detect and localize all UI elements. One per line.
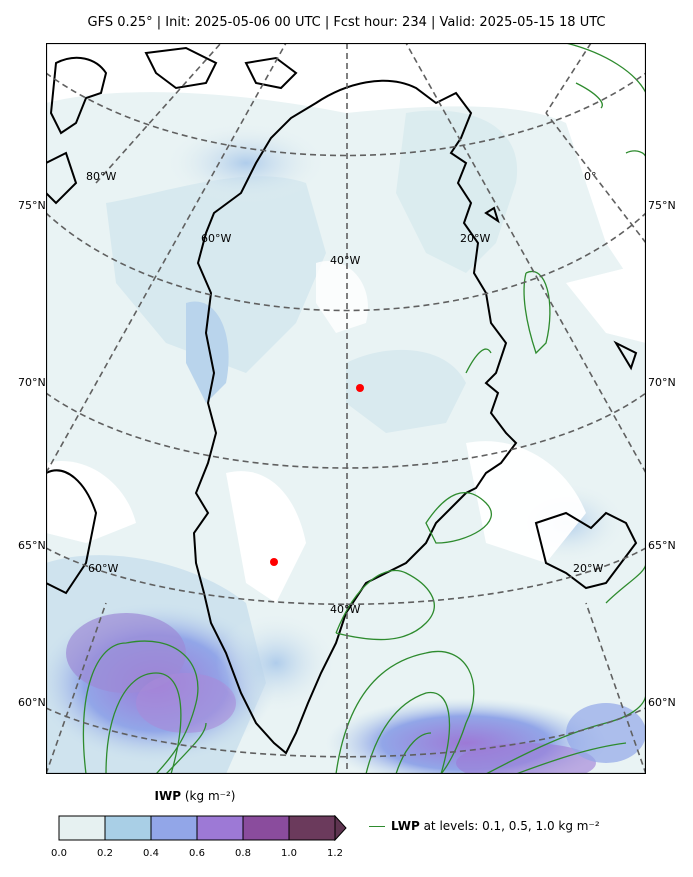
lon-label-60w-north: 60°W: [201, 232, 231, 245]
lon-label-0: 0°: [584, 170, 597, 183]
graticule-meridians: [46, 43, 646, 774]
lon-label-20w-south: 20°W: [573, 562, 603, 575]
colorbar-segment-5: [288, 815, 336, 841]
map-title: GFS 0.25° | Init: 2025-05-06 00 UTC | Fc…: [87, 15, 606, 30]
graticule-parallels: [46, 72, 646, 758]
colorbar-variable: IWP: [154, 789, 182, 803]
lwp-legend: LWP at levels: 0.1, 0.5, 1.0 kg m⁻²: [369, 819, 600, 833]
lat-label-left-75: 75°N: [18, 199, 46, 212]
lon-label-60w-south: 60°W: [88, 562, 118, 575]
colorbar-tick-5: 1.0: [281, 848, 297, 859]
colorbar-segment-4: [242, 815, 290, 841]
colorbar-tick-2: 0.4: [143, 848, 159, 859]
lwp-legend-variable: LWP: [391, 819, 420, 833]
lat-label-left-60: 60°N: [18, 696, 46, 709]
lwp-legend-text: at levels: 0.1, 0.5, 1.0 kg m⁻²: [423, 819, 600, 833]
coastline: [46, 46, 638, 755]
colorbar-title: IWP (kg m⁻²): [110, 789, 280, 803]
colorbar-tick-4: 0.8: [235, 848, 251, 859]
colorbar-tick-0: 0.0: [51, 848, 67, 859]
lat-label-right-65: 65°N: [648, 539, 676, 552]
lat-label-right-75: 75°N: [648, 199, 676, 212]
colorbar-tick-3: 0.6: [189, 848, 205, 859]
lon-label-40w-south: 40°W: [330, 603, 360, 616]
colorbar-ticks: 0.0 0.2 0.4 0.6 0.8 1.0 1.2: [0, 848, 693, 864]
lon-label-80w: 80°W: [86, 170, 116, 183]
lon-label-20w-north: 20°W: [460, 232, 490, 245]
map-canvas: 80°W 60°W 40°W 20°W 0° 60°W 40°W 20°W: [46, 43, 646, 774]
colorbar-extend-arrow: [334, 815, 347, 841]
iwp-field: [46, 43, 646, 774]
colorbar-segment-3: [196, 815, 244, 841]
red-dot-south: [270, 558, 278, 566]
map-panel: 80°W 60°W 40°W 20°W 0° 60°W 40°W 20°W: [46, 43, 646, 774]
colorbar-tick-6: 1.2: [327, 848, 343, 859]
lat-label-left-70: 70°N: [18, 376, 46, 389]
red-dot-north: [356, 384, 364, 392]
lat-label-right-70: 70°N: [648, 376, 676, 389]
colorbar-segment-2: [150, 815, 198, 841]
lat-label-right-60: 60°N: [648, 696, 676, 709]
colorbar-units: (kg m⁻²): [184, 789, 236, 803]
map-frame: [46, 43, 646, 774]
colorbar-tick-1: 0.2: [97, 848, 113, 859]
colorbar: [58, 815, 347, 841]
lwp-legend-swatch: [369, 826, 385, 827]
lon-label-40w-north: 40°W: [330, 254, 360, 267]
lat-label-left-65: 65°N: [18, 539, 46, 552]
colorbar-segment-1: [104, 815, 152, 841]
colorbar-segment-0: [58, 815, 106, 841]
